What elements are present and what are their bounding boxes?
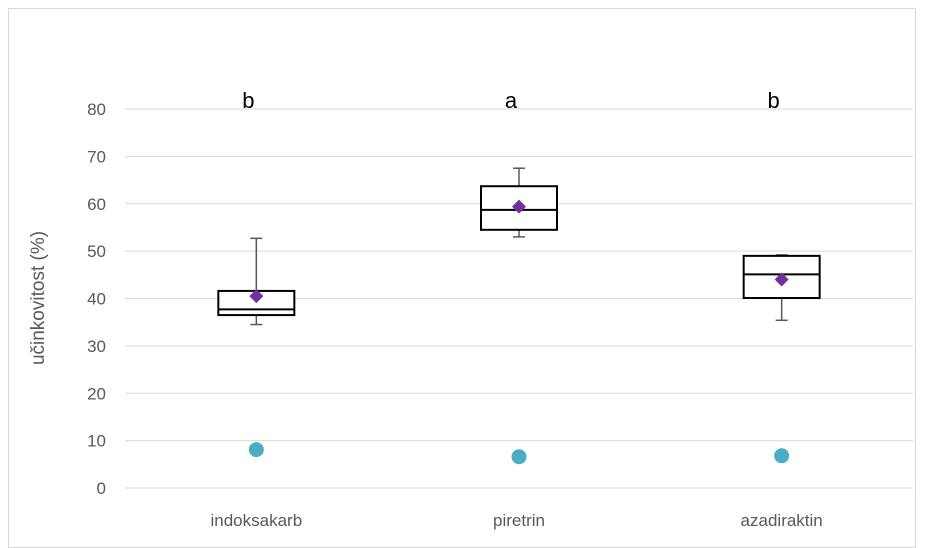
x-tick-label-indoksakarb: indoksakarb bbox=[210, 511, 302, 530]
y-tick-label: 10 bbox=[87, 432, 106, 451]
x-tick-label-piretrin: piretrin bbox=[493, 511, 545, 530]
y-tick-label: 70 bbox=[87, 147, 106, 166]
y-axis-label: učinkovitost (%) bbox=[28, 231, 49, 365]
y-tick-label: 50 bbox=[87, 242, 106, 261]
y-tick-label: 0 bbox=[97, 479, 106, 498]
significance-letter-piretrin: a bbox=[505, 88, 518, 113]
outlier-point-piretrin bbox=[511, 449, 527, 465]
y-tick-label: 30 bbox=[87, 337, 106, 356]
significance-letter-indoksakarb: b bbox=[242, 88, 254, 113]
mean-marker-indoksakarb bbox=[249, 289, 264, 304]
mean-marker-azadiraktin bbox=[774, 272, 789, 287]
outlier-point-indoksakarb bbox=[248, 442, 264, 458]
y-tick-label: 20 bbox=[87, 384, 106, 403]
y-tick-label: 80 bbox=[87, 100, 106, 119]
y-tick-label: 60 bbox=[87, 195, 106, 214]
mean-marker-piretrin bbox=[512, 199, 526, 214]
outlier-point-azadiraktin bbox=[774, 448, 790, 464]
y-tick-label: 40 bbox=[87, 290, 106, 309]
significance-letter-azadiraktin: b bbox=[768, 88, 780, 113]
x-tick-label-azadiraktin: azadiraktin bbox=[741, 511, 823, 530]
